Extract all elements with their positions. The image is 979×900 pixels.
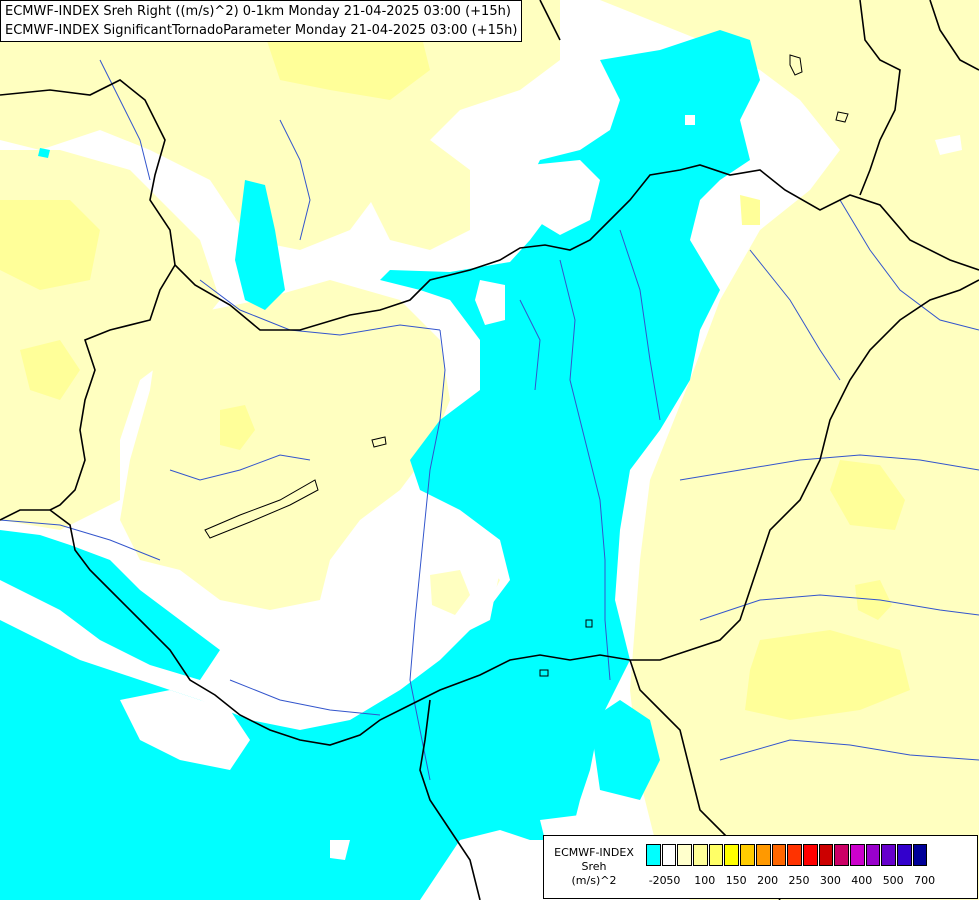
legend-title: ECMWF-INDEX Sreh (m/s)^2: [546, 846, 642, 888]
rivers: [0, 59, 979, 781]
sreh-yellow-patch-inner: [430, 570, 470, 615]
legend-tick-label: 400: [851, 874, 873, 887]
legend-tick-labels: -20 50 100 150 200 250 300 400 500 700: [644, 874, 974, 890]
legend-swatch: [865, 844, 881, 866]
color-legend: ECMWF-INDEX Sreh (m/s)^2 -20 50 100 150 200 2…: [543, 835, 978, 899]
legend-swatch: [771, 844, 787, 866]
legend-swatch: [818, 844, 834, 866]
legend-tick-label: 100: [694, 874, 716, 887]
legend-tick-label: 500: [882, 874, 904, 887]
legend-tick-label: 300: [819, 874, 841, 887]
legend-swatch: [787, 844, 802, 866]
legend-swatch: [834, 844, 849, 866]
legend-swatch: [693, 844, 708, 866]
legend-swatch: [677, 844, 693, 866]
legend-swatch: [802, 844, 818, 866]
legend-swatch: [849, 844, 865, 866]
legend-tick-label: 700: [914, 874, 936, 887]
lake-outline: [204, 479, 319, 539]
legend-tick-label: 50: [666, 874, 681, 887]
title-line-1: ECMWF-INDEX Sreh Right ((m/s)^2) 0-1km M…: [5, 4, 511, 19]
legend-swatch: [755, 844, 771, 866]
sreh-cyan-areas: [0, 30, 760, 900]
legend-swatch: [881, 844, 896, 866]
legend-title-line-3: (m/s)^2: [571, 874, 617, 887]
island-outlines: [371, 54, 849, 677]
legend-swatch: [897, 844, 912, 866]
map-title: ECMWF-INDEX Sreh Right ((m/s)^2) 0-1km M…: [0, 0, 523, 42]
legend-tick-label: -20: [648, 874, 667, 887]
legend-swatch: [740, 844, 755, 866]
legend-swatch: [661, 844, 677, 866]
sreh-yellow-areas: [0, 10, 910, 720]
legend-tick-label: 250: [788, 874, 810, 887]
legend-swatches: [646, 844, 928, 866]
legend-swatch: [912, 844, 928, 866]
legend-title-line-1: ECMWF-INDEX: [554, 846, 634, 859]
legend-swatch: [708, 844, 724, 866]
legend-tick-label: 150: [725, 874, 747, 887]
legend-swatch: [724, 844, 740, 866]
legend-tick-label: 200: [757, 874, 779, 887]
legend-title-line-2: Sreh: [581, 860, 607, 873]
legend-swatch: [646, 844, 661, 866]
title-line-2: ECMWF-INDEX SignificantTornadoParameter …: [5, 23, 518, 38]
